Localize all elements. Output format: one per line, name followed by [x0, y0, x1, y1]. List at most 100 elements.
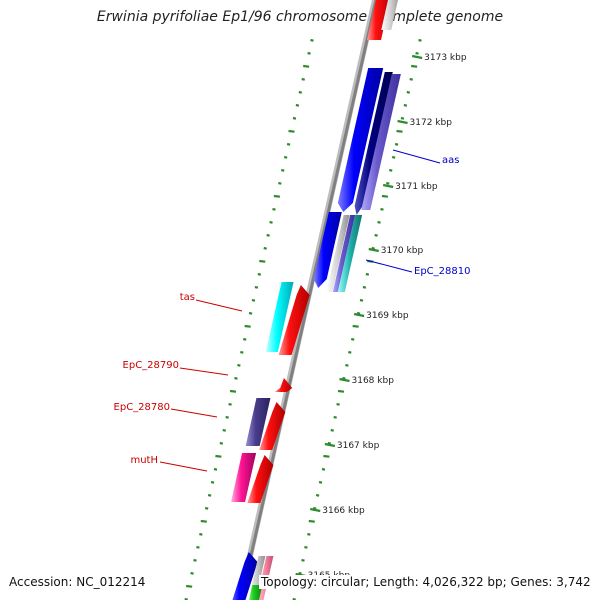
ring-dot: [301, 77, 305, 81]
ring-dot: [228, 402, 232, 406]
ring-dot: [380, 207, 384, 211]
accession-text: Accession: NC_012214: [7, 575, 148, 589]
ring-dot: [307, 532, 311, 536]
gene-leader-line: [170, 408, 218, 418]
ring-dot: [237, 363, 241, 367]
gene-aas-navy[interactable]: [354, 72, 393, 215]
ring-dot: [336, 402, 340, 406]
ring-dot: [359, 298, 364, 302]
ring-dot: [263, 246, 267, 250]
ring-dot: [278, 181, 282, 185]
gene-tas-red[interactable]: [278, 285, 310, 355]
scale-tick-label: 3172 kbp: [410, 118, 453, 128]
ring-dot: [381, 194, 389, 198]
ring-dot: [350, 337, 355, 341]
ring-dot: [400, 116, 405, 120]
scale-tick-label: 3173 kbp: [424, 53, 467, 63]
ring-dot: [406, 90, 411, 94]
gene-label[interactable]: EpC_28780: [114, 402, 170, 413]
ring-dot: [251, 298, 256, 302]
ring-dot: [391, 155, 396, 159]
ring-dot: [389, 168, 393, 172]
ring-dot: [403, 103, 408, 107]
gene-epc28780-red[interactable]: [259, 402, 286, 450]
map-title: Erwinia pyrifoliae Ep1/96 chromosome, co…: [96, 9, 504, 25]
genome-summary-text: Topology: circular; Length: 4,026,322 bp…: [259, 575, 593, 589]
ring-dot: [308, 519, 315, 523]
outer-green-ring: [292, 38, 422, 600]
ring-dot: [327, 441, 332, 445]
gene-leader-line: [159, 461, 208, 472]
gene-tas-cyan[interactable]: [265, 282, 294, 352]
ring-dot: [266, 233, 270, 237]
ring-dot: [411, 64, 418, 68]
ring-dot: [204, 506, 209, 510]
inner-green-ring: [184, 38, 314, 600]
ring-dot: [418, 38, 422, 42]
gene-aas-slate[interactable]: [361, 74, 401, 210]
scale-tick: [382, 183, 394, 189]
gene-blue-2[interactable]: [313, 212, 342, 288]
scale-tick: [397, 119, 408, 125]
ring-dot: [240, 350, 244, 354]
gene-gray-top[interactable]: [381, 0, 400, 30]
gene-epc28790[interactable]: [274, 378, 293, 392]
ring-dot: [292, 116, 297, 120]
scale-tick-label: 3171 kbp: [395, 182, 438, 192]
ring-dot: [207, 493, 212, 497]
ring-dot: [200, 519, 207, 523]
ring-dot: [248, 311, 253, 315]
ring-dot: [348, 350, 352, 354]
ring-dot: [229, 389, 237, 393]
scale-tick: [310, 507, 321, 513]
ring-dot: [342, 376, 346, 380]
scale-tick: [339, 377, 350, 383]
gene-blue-bottom[interactable]: [229, 552, 258, 600]
ring-dot: [345, 363, 349, 367]
ring-dot: [337, 389, 345, 393]
ring-dot: [307, 51, 311, 55]
ring-dot: [310, 38, 314, 42]
scale-tick: [368, 247, 379, 253]
ring-dot: [234, 376, 238, 380]
ring-dot: [222, 428, 226, 432]
ring-dot: [196, 545, 200, 549]
gene-slate-2[interactable]: [332, 215, 356, 292]
scale-tick-label: 3170 kbp: [381, 246, 424, 256]
gene-label[interactable]: EpC_28810: [414, 266, 470, 277]
ring-dot: [257, 272, 262, 276]
gene-gray-2[interactable]: [326, 215, 350, 292]
scale-tick: [353, 312, 365, 318]
gene-leader-line: [195, 299, 243, 312]
gene-label[interactable]: EpC_28790: [123, 360, 179, 371]
ring-dot: [244, 324, 251, 328]
gene-aas-blue[interactable]: [337, 68, 384, 212]
gene-label[interactable]: tas: [180, 292, 195, 303]
ring-dot: [386, 181, 390, 185]
ring-dot: [377, 220, 381, 224]
ring-dot: [409, 77, 413, 81]
scale-tick-label: 3169 kbp: [366, 311, 409, 321]
gene-epc28810[interactable]: [337, 215, 363, 292]
gene-muth-magenta[interactable]: [231, 453, 257, 502]
ring-dot: [186, 584, 193, 588]
gene-label[interactable]: aas: [442, 155, 459, 166]
ring-dot: [213, 467, 218, 471]
ring-dot: [298, 90, 303, 94]
gene-epc28780-slate[interactable]: [245, 398, 271, 446]
ring-dot: [259, 259, 266, 263]
gene-muth-red[interactable]: [247, 455, 274, 503]
ring-dot: [225, 415, 229, 419]
gene-leader-line: [365, 259, 413, 273]
ring-dot: [356, 311, 361, 315]
gene-label[interactable]: mutH: [130, 455, 158, 466]
ring-dot: [365, 272, 370, 276]
gene-red-top[interactable]: [367, 0, 392, 40]
ring-dot: [254, 285, 259, 289]
ring-dot: [281, 168, 285, 172]
ring-dot: [272, 207, 276, 211]
ring-dot: [330, 428, 334, 432]
ring-dot: [215, 454, 222, 458]
ring-dot: [394, 142, 399, 146]
